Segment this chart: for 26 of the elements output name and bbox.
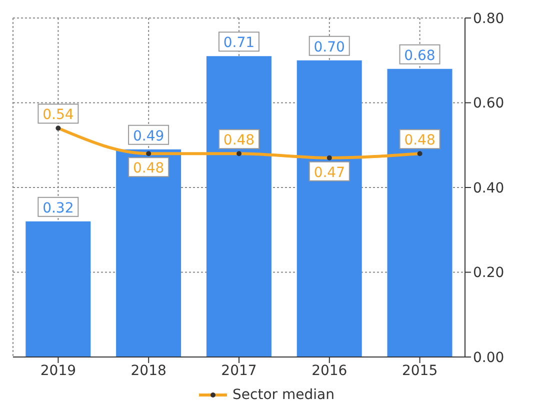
data-label: 0.48 [133,160,164,177]
x-tick-label: 2015 [402,362,438,379]
bar [26,221,91,357]
y-tick-label: 0.60 [473,96,504,112]
x-tick-label: 2018 [130,362,166,379]
y-tick-label: 0.20 [473,265,504,282]
legend-label: Sector median [232,387,334,403]
y-tick-label: 0.40 [473,180,504,196]
data-label: 0.49 [132,128,164,144]
data-label: 0.32 [42,200,74,216]
data-label: 0.70 [314,39,345,56]
data-label: 0.71 [223,35,255,52]
x-tick-label: 2017 [221,362,257,379]
y-tick-label: 0.80 [473,10,504,27]
bar [296,60,362,357]
data-label: 0.68 [404,48,436,64]
y-tick-label: 0.00 [473,350,504,366]
bar [206,56,272,357]
x-tick-label: 2019 [40,362,76,379]
data-label: 0.48 [404,132,436,149]
bar [387,68,452,357]
data-label: 0.54 [42,107,74,124]
data-label: 0.47 [314,164,345,181]
bar [116,149,182,357]
x-tick-label: 2016 [312,362,348,379]
data-label: 0.48 [223,132,255,149]
